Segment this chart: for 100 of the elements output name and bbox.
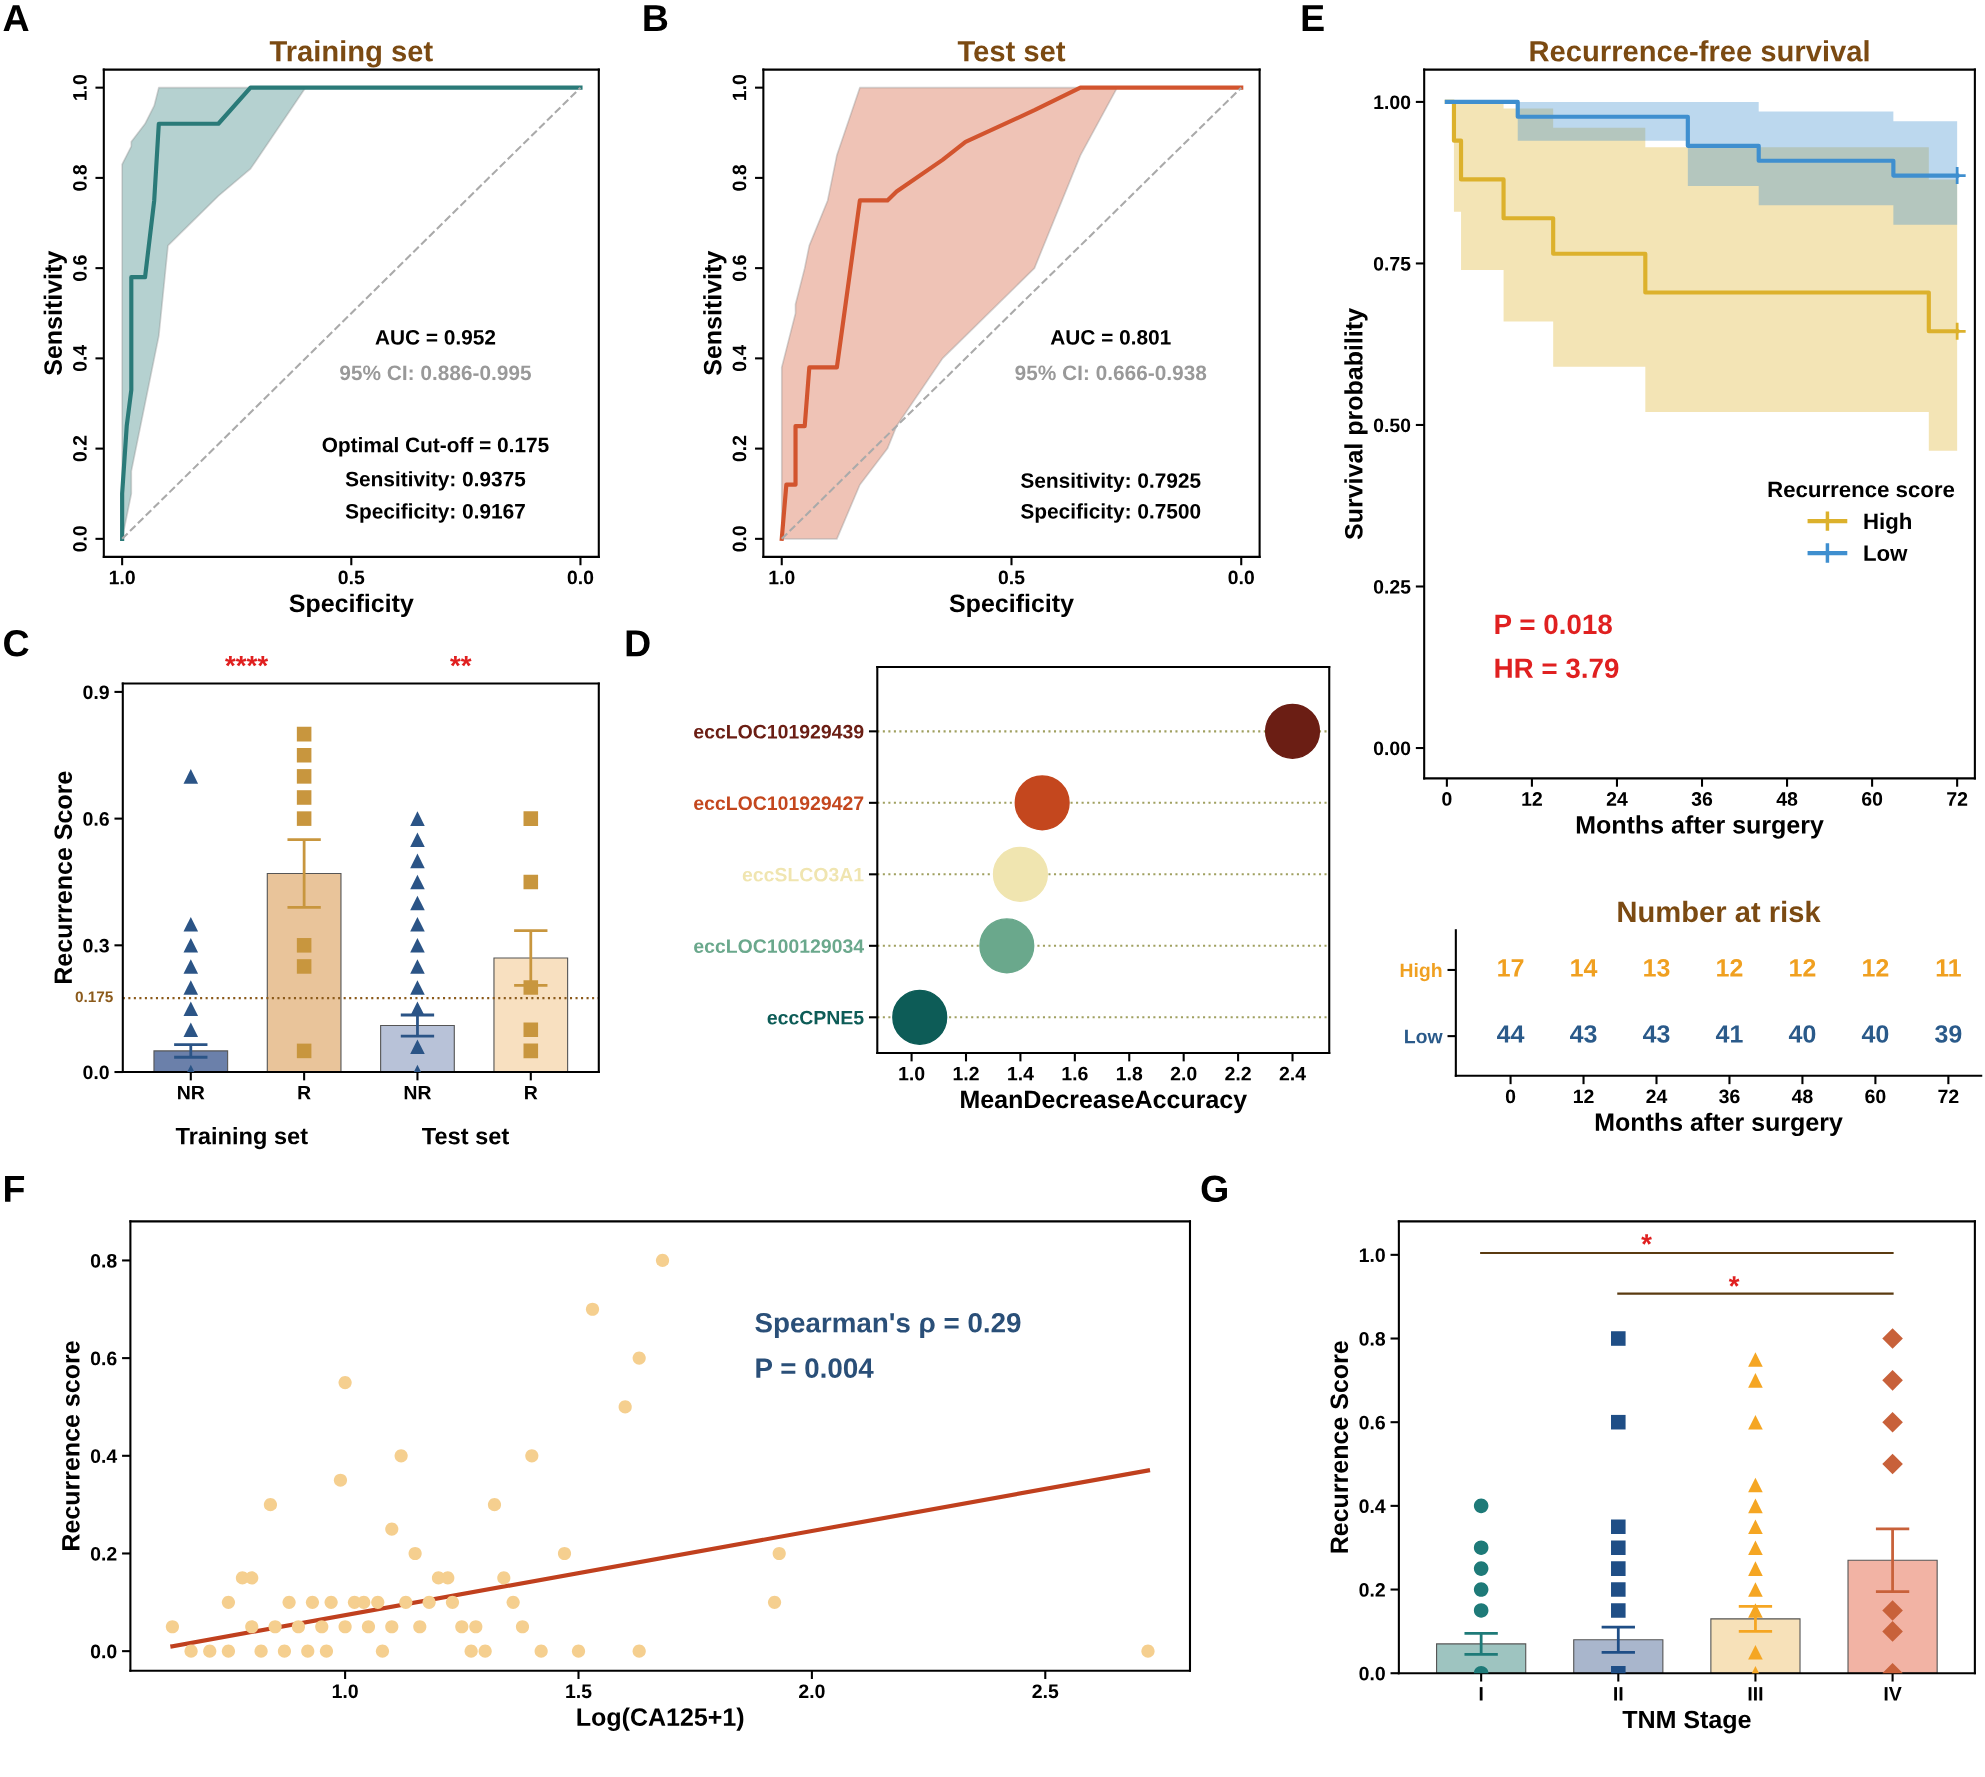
x-axis-title: MeanDecreaseAccuracy xyxy=(961,1090,1247,1114)
y-tick-label: 0.6 xyxy=(1359,1415,1385,1430)
x-tick-label: III xyxy=(1748,1687,1763,1701)
x-tick-label: 60 xyxy=(1865,1089,1886,1104)
y-axis-title: Recurrence Score xyxy=(1330,1341,1349,1553)
y-tick-label: 0.2 xyxy=(73,435,87,462)
text: B xyxy=(644,5,668,31)
point xyxy=(296,747,312,763)
data-label: 11 xyxy=(1936,959,1961,977)
x-axis-title: TNM Stage xyxy=(1622,1710,1751,1734)
point xyxy=(767,1595,782,1609)
annotation: P = 0.004 xyxy=(756,1358,874,1378)
x-axis-title: Months after surgery xyxy=(1595,1112,1843,1137)
data-label: 39 xyxy=(1935,1025,1962,1043)
y-tick-label: 0.6 xyxy=(732,255,747,281)
chart-title: Training set xyxy=(269,40,433,68)
y-tick-label: eccSLCO3A1 xyxy=(742,867,864,882)
y-tick-label: 0.25 xyxy=(1373,579,1411,594)
point xyxy=(618,1400,632,1414)
y-tick-label: 0.0 xyxy=(90,1644,117,1659)
x-tick-label: 48 xyxy=(1791,1089,1813,1104)
annotation: AUC = 0.952 xyxy=(375,329,496,345)
text: G xyxy=(1201,1175,1227,1203)
point xyxy=(296,769,312,784)
text: **** xyxy=(225,655,269,667)
data-label: 12 xyxy=(1717,958,1743,977)
point xyxy=(469,1620,483,1634)
point xyxy=(632,1644,646,1658)
text: E xyxy=(1302,5,1324,31)
point xyxy=(357,1595,371,1609)
y-tick-label: 0.8 xyxy=(73,164,87,191)
point xyxy=(410,1039,425,1054)
point xyxy=(892,989,948,1045)
text: F xyxy=(5,1175,25,1202)
x-tick-label: 0.0 xyxy=(567,570,594,585)
chart-title: Number at risk xyxy=(1618,900,1821,923)
data-label: 17 xyxy=(1498,959,1524,977)
annotation: 95% CI: 0.666-0.938 xyxy=(1015,365,1207,381)
annotation: HR = 3.79 xyxy=(1495,658,1619,679)
data-label: 43 xyxy=(1570,1025,1597,1043)
annotation: AUC = 0.801 xyxy=(1050,329,1171,345)
point xyxy=(324,1595,338,1609)
annotation: P = 0.018 xyxy=(1495,614,1612,635)
data-label: 40 xyxy=(1788,1025,1816,1043)
y-tick-label: 0.75 xyxy=(1373,256,1411,271)
y-axis-title: Survival probability xyxy=(1344,308,1368,540)
y-tick-label: 0.9 xyxy=(83,685,109,700)
point xyxy=(183,938,199,953)
point xyxy=(525,1449,539,1463)
point xyxy=(455,1620,469,1634)
point xyxy=(410,916,425,932)
y-tick-label: 0.4 xyxy=(1359,1499,1386,1514)
data-label: 41 xyxy=(1715,1025,1743,1043)
x-tick-label: 12 xyxy=(1573,1089,1594,1104)
data-label: 14 xyxy=(1571,959,1598,977)
y-tick-label: 0.50 xyxy=(1373,418,1411,433)
annotation: Specificity: 0.7500 xyxy=(1021,503,1201,523)
point xyxy=(422,1595,436,1609)
point xyxy=(1264,703,1321,759)
y-tick-label: 0.00 xyxy=(1373,741,1411,756)
x-tick-label: 2.0 xyxy=(799,1684,825,1699)
point xyxy=(413,1620,427,1634)
annotation: * xyxy=(1641,1234,1652,1245)
x-tick-label: 0.5 xyxy=(338,570,365,585)
y-tick-label: 0.6 xyxy=(73,255,87,281)
point xyxy=(1141,1644,1155,1658)
x-tick-label: R xyxy=(298,1085,311,1100)
y-tick-label: 0.0 xyxy=(732,526,747,552)
point xyxy=(338,1620,352,1634)
y-axis-title: Sensitivity xyxy=(703,250,727,376)
x-tick-label: NR xyxy=(178,1085,205,1100)
point xyxy=(557,1546,572,1561)
text: D xyxy=(626,630,650,657)
y-tick-label: 0.8 xyxy=(90,1253,117,1268)
point xyxy=(464,1644,478,1658)
point xyxy=(254,1644,268,1658)
legend-title: Recurrence score xyxy=(1768,481,1955,498)
annotation: Sensitivity: 0.9375 xyxy=(345,471,526,491)
point xyxy=(296,811,312,826)
x-tick-label: NR xyxy=(404,1085,432,1100)
x-tick-label: 1.0 xyxy=(899,1066,925,1081)
data-label: 43 xyxy=(1642,1025,1670,1043)
point xyxy=(183,980,199,995)
chart-title: Recurrence-free survival xyxy=(1530,40,1869,62)
y-tick-label: 0.8 xyxy=(732,164,747,191)
x-tick-label: II xyxy=(1614,1687,1623,1701)
point xyxy=(410,980,425,995)
point xyxy=(408,1546,422,1561)
point xyxy=(523,811,539,826)
x-tick-label: 72 xyxy=(1947,792,1968,806)
point xyxy=(506,1595,520,1609)
point xyxy=(534,1644,548,1658)
point xyxy=(1014,775,1070,831)
point xyxy=(410,959,425,974)
point xyxy=(291,1620,306,1634)
y-tick-label: 0.8 xyxy=(1359,1331,1386,1346)
text: ** xyxy=(450,655,472,667)
y-tick-label: 1.0 xyxy=(732,74,747,100)
point xyxy=(183,916,199,932)
bar xyxy=(266,872,342,1073)
